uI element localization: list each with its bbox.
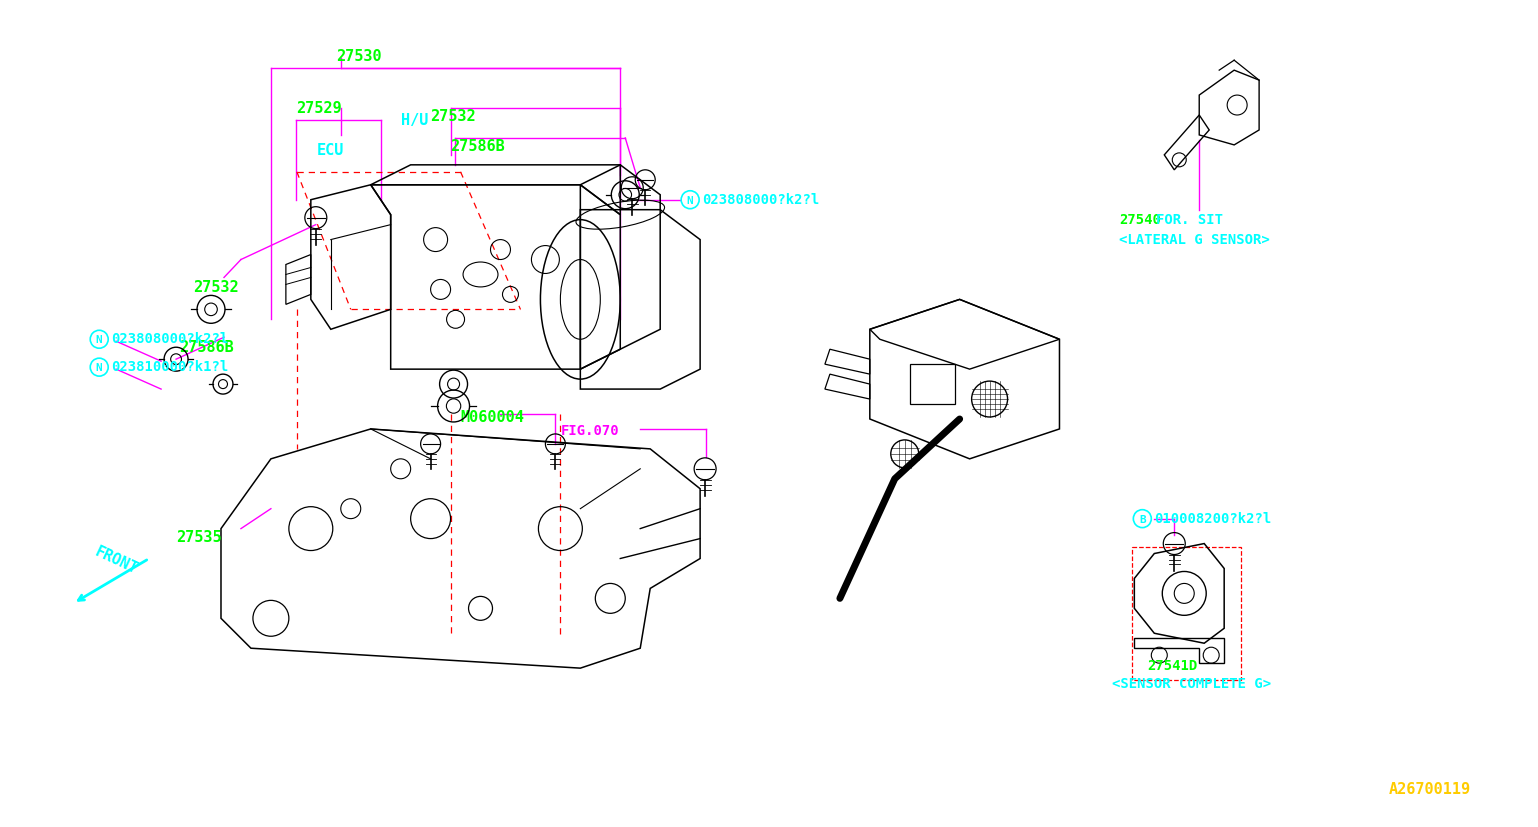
Bar bbox=[910, 365, 955, 404]
Text: ECU: ECU bbox=[317, 143, 345, 158]
Text: 27586B: 27586B bbox=[178, 340, 234, 355]
Text: M060004: M060004 bbox=[460, 409, 524, 424]
Text: <LATERAL G SENSOR>: <LATERAL G SENSOR> bbox=[1120, 232, 1270, 246]
Text: B: B bbox=[1140, 514, 1146, 524]
Text: 27535: 27535 bbox=[175, 529, 221, 544]
Text: A26700119: A26700119 bbox=[1389, 781, 1470, 796]
Text: 27532: 27532 bbox=[194, 280, 238, 295]
Text: H/U: H/U bbox=[401, 112, 428, 128]
Text: 023808000?k2?l: 023808000?k2?l bbox=[111, 332, 229, 346]
Text: N: N bbox=[95, 335, 103, 345]
Text: 27530: 27530 bbox=[335, 49, 381, 65]
Text: FIG.070: FIG.070 bbox=[560, 423, 618, 437]
Text: N: N bbox=[95, 363, 103, 373]
Text: 27541D: 27541D bbox=[1147, 658, 1198, 672]
Text: FRONT: FRONT bbox=[92, 544, 140, 576]
Text: 023808000?k2?l: 023808000?k2?l bbox=[703, 193, 820, 207]
Text: N: N bbox=[687, 195, 694, 205]
Text: 27586B: 27586B bbox=[451, 139, 506, 154]
Text: <SENSOR COMPLETE G>: <SENSOR COMPLETE G> bbox=[1112, 676, 1272, 691]
Text: 27540: 27540 bbox=[1120, 213, 1161, 227]
Text: 023810000?k1?l: 023810000?k1?l bbox=[111, 360, 229, 374]
Text: 010008200?k2?l: 010008200?k2?l bbox=[1155, 511, 1272, 525]
Text: 27529: 27529 bbox=[295, 101, 341, 116]
Text: 27532: 27532 bbox=[431, 109, 477, 124]
Text: FOR. SIT: FOR. SIT bbox=[1157, 213, 1223, 227]
